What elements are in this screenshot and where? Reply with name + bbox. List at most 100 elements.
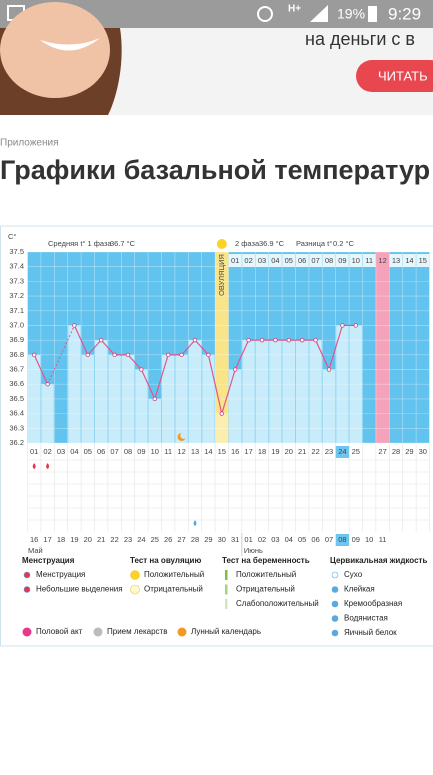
temperature-point — [207, 353, 211, 357]
cycle-day: 18 — [258, 447, 266, 456]
date: 26 — [164, 535, 172, 544]
temperature-bar — [229, 370, 241, 443]
next-cycle-day: 10 — [352, 256, 360, 265]
cycle-day: 15 — [218, 447, 226, 456]
battery-level: 19% — [337, 6, 365, 22]
temperature-bar — [323, 370, 335, 443]
legend-item: Яичный белок — [344, 628, 397, 637]
date: 25 — [151, 535, 159, 544]
date: 05 — [298, 535, 306, 544]
legend-group-title: Цервикальная жидкость — [330, 556, 427, 565]
date: 20 — [84, 535, 92, 544]
cycle-day: 19 — [271, 447, 279, 456]
temperature-point — [126, 353, 130, 357]
next-cycle-day: 08 — [325, 256, 333, 265]
legend-item: Лунный календарь — [191, 627, 261, 636]
next-cycle-day: 05 — [285, 256, 293, 265]
legend-item: Клейкая — [344, 585, 375, 594]
legend-icon — [24, 572, 30, 578]
difference-value: 0.2 °C — [333, 239, 355, 248]
temperature-point — [341, 324, 345, 328]
temperature-point — [233, 368, 237, 372]
legend-item: Небольшие выделения — [36, 585, 123, 594]
date: 29 — [204, 535, 212, 544]
temperature-bar — [269, 340, 281, 443]
legend-icon — [225, 570, 228, 580]
legend-item: Сухо — [344, 570, 363, 579]
cycle-day: 13 — [191, 447, 199, 456]
date: 11 — [379, 535, 387, 544]
next-cycle-day: 02 — [244, 256, 252, 265]
date: 03 — [271, 535, 279, 544]
cycle-day: 08 — [124, 447, 132, 456]
cycle-day: 17 — [244, 447, 252, 456]
ad-photo-face — [0, 2, 110, 98]
next-cycle-day: 01 — [231, 256, 239, 265]
next-cycle-day: 06 — [298, 256, 306, 265]
date: 22 — [110, 535, 118, 544]
y-tick-label: 36.3 — [9, 423, 24, 432]
y-tick-label: 36.6 — [9, 379, 24, 388]
breadcrumb[interactable]: Приложения — [0, 138, 59, 149]
ovulation-marker — [217, 239, 227, 249]
temperature-point — [287, 338, 291, 342]
legend-item: Менструация — [36, 570, 85, 579]
cycle-day: 09 — [137, 447, 145, 456]
cycle-day: 14 — [204, 447, 212, 456]
temperature-point — [86, 353, 90, 357]
temperature-bar — [283, 340, 295, 443]
legend-item: Водянистая — [344, 614, 388, 623]
cycle-day: 04 — [70, 447, 78, 456]
menstruation-column — [376, 252, 389, 443]
legend-icon — [94, 628, 103, 637]
cycle-day: 05 — [84, 447, 92, 456]
date: 24 — [137, 535, 145, 544]
battery-icon — [368, 6, 377, 22]
date: 31 — [231, 535, 239, 544]
date: 10 — [365, 535, 373, 544]
y-tick-label: 37.5 — [9, 247, 24, 256]
legend-group-title: Менструация — [22, 556, 75, 565]
phase2-label: 2 фаза — [235, 239, 260, 248]
date: 08 — [338, 535, 346, 544]
temperature-point — [113, 353, 117, 357]
ad-text: на деньги с в — [305, 29, 415, 49]
temperature-point — [166, 353, 170, 357]
cycle-day: 01 — [30, 447, 38, 456]
temperature-point — [354, 324, 358, 328]
cycle-day: 03 — [57, 447, 65, 456]
temperature-point — [327, 368, 331, 372]
temperature-point — [99, 338, 103, 342]
legend-item: Половой акт — [36, 627, 83, 636]
legend-item: Положительный — [236, 570, 296, 579]
network-type: H+ — [288, 4, 301, 15]
cycle-day: 06 — [97, 447, 105, 456]
ad-button-label[interactable]: ЧИТАТЬ — [378, 68, 428, 83]
phase1-label: Средняя t° 1 фаза — [48, 239, 112, 248]
legend-icon — [332, 616, 338, 622]
y-tick-label: 36.9 — [9, 335, 24, 344]
legend-item: Положительный — [144, 570, 204, 579]
cycle-day: 12 — [177, 447, 185, 456]
temperature-point — [220, 412, 224, 416]
date: 02 — [258, 535, 266, 544]
temperature-bar — [149, 399, 161, 443]
y-tick-label: 36.7 — [9, 365, 24, 374]
temperature-point — [140, 368, 144, 372]
legend-icon — [225, 599, 228, 609]
cycle-day: 28 — [392, 447, 400, 456]
legend-icon — [131, 585, 140, 594]
y-tick-label: 36.5 — [9, 394, 24, 403]
legend-item: Слабоположительный — [236, 599, 319, 608]
temperature-bar — [189, 340, 201, 443]
legend-icon — [178, 628, 187, 637]
date: 04 — [285, 535, 293, 544]
difference-label: Разница t° — [296, 239, 332, 248]
temperature-point — [300, 338, 304, 342]
legend-item: Кремообразная — [344, 599, 402, 608]
temperature-bar — [242, 340, 254, 443]
y-tick-label: 37.4 — [9, 262, 24, 271]
temperature-point — [46, 382, 50, 386]
